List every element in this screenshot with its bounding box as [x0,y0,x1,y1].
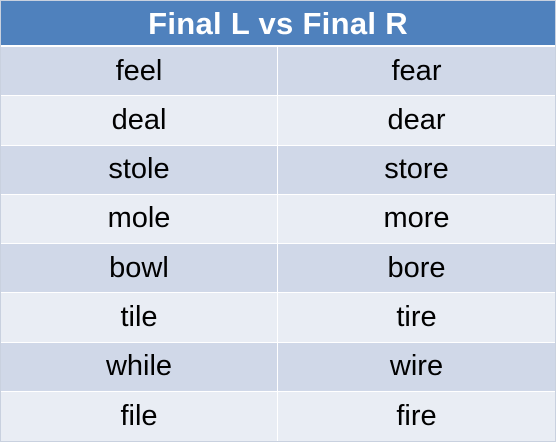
final-l-word: bowl [1,244,278,293]
final-l-word: stole [1,145,278,194]
final-l-word: deal [1,96,278,145]
final-r-word: fire [396,399,437,432]
final-r-word: store [384,153,449,186]
table-row: deal dear [1,96,555,146]
table-row: while wire [1,342,555,392]
table-title: Final L vs Final R [1,1,555,47]
table-row: file fire [1,391,555,441]
final-r-word: bore [387,251,446,284]
table-row: mole more [1,194,555,244]
final-r-word: tire [396,300,437,333]
final-l-word: feel [1,47,278,96]
final-r-word: wire [389,350,444,383]
final-l-word: file [1,391,278,441]
final-r-word: fear [391,54,442,87]
table-body: feel fear deal dear stole store mole mor… [1,47,555,441]
final-l-word: while [1,342,278,391]
table-row: bowl bore [1,244,555,294]
table-row: tile tire [1,293,555,343]
table-row: stole store [1,145,555,195]
final-r-word: more [383,202,450,235]
final-r-word: dear [387,103,446,136]
final-l-word: mole [1,194,278,243]
table-row: feel fear [1,47,555,97]
final-l-word: tile [1,293,278,342]
